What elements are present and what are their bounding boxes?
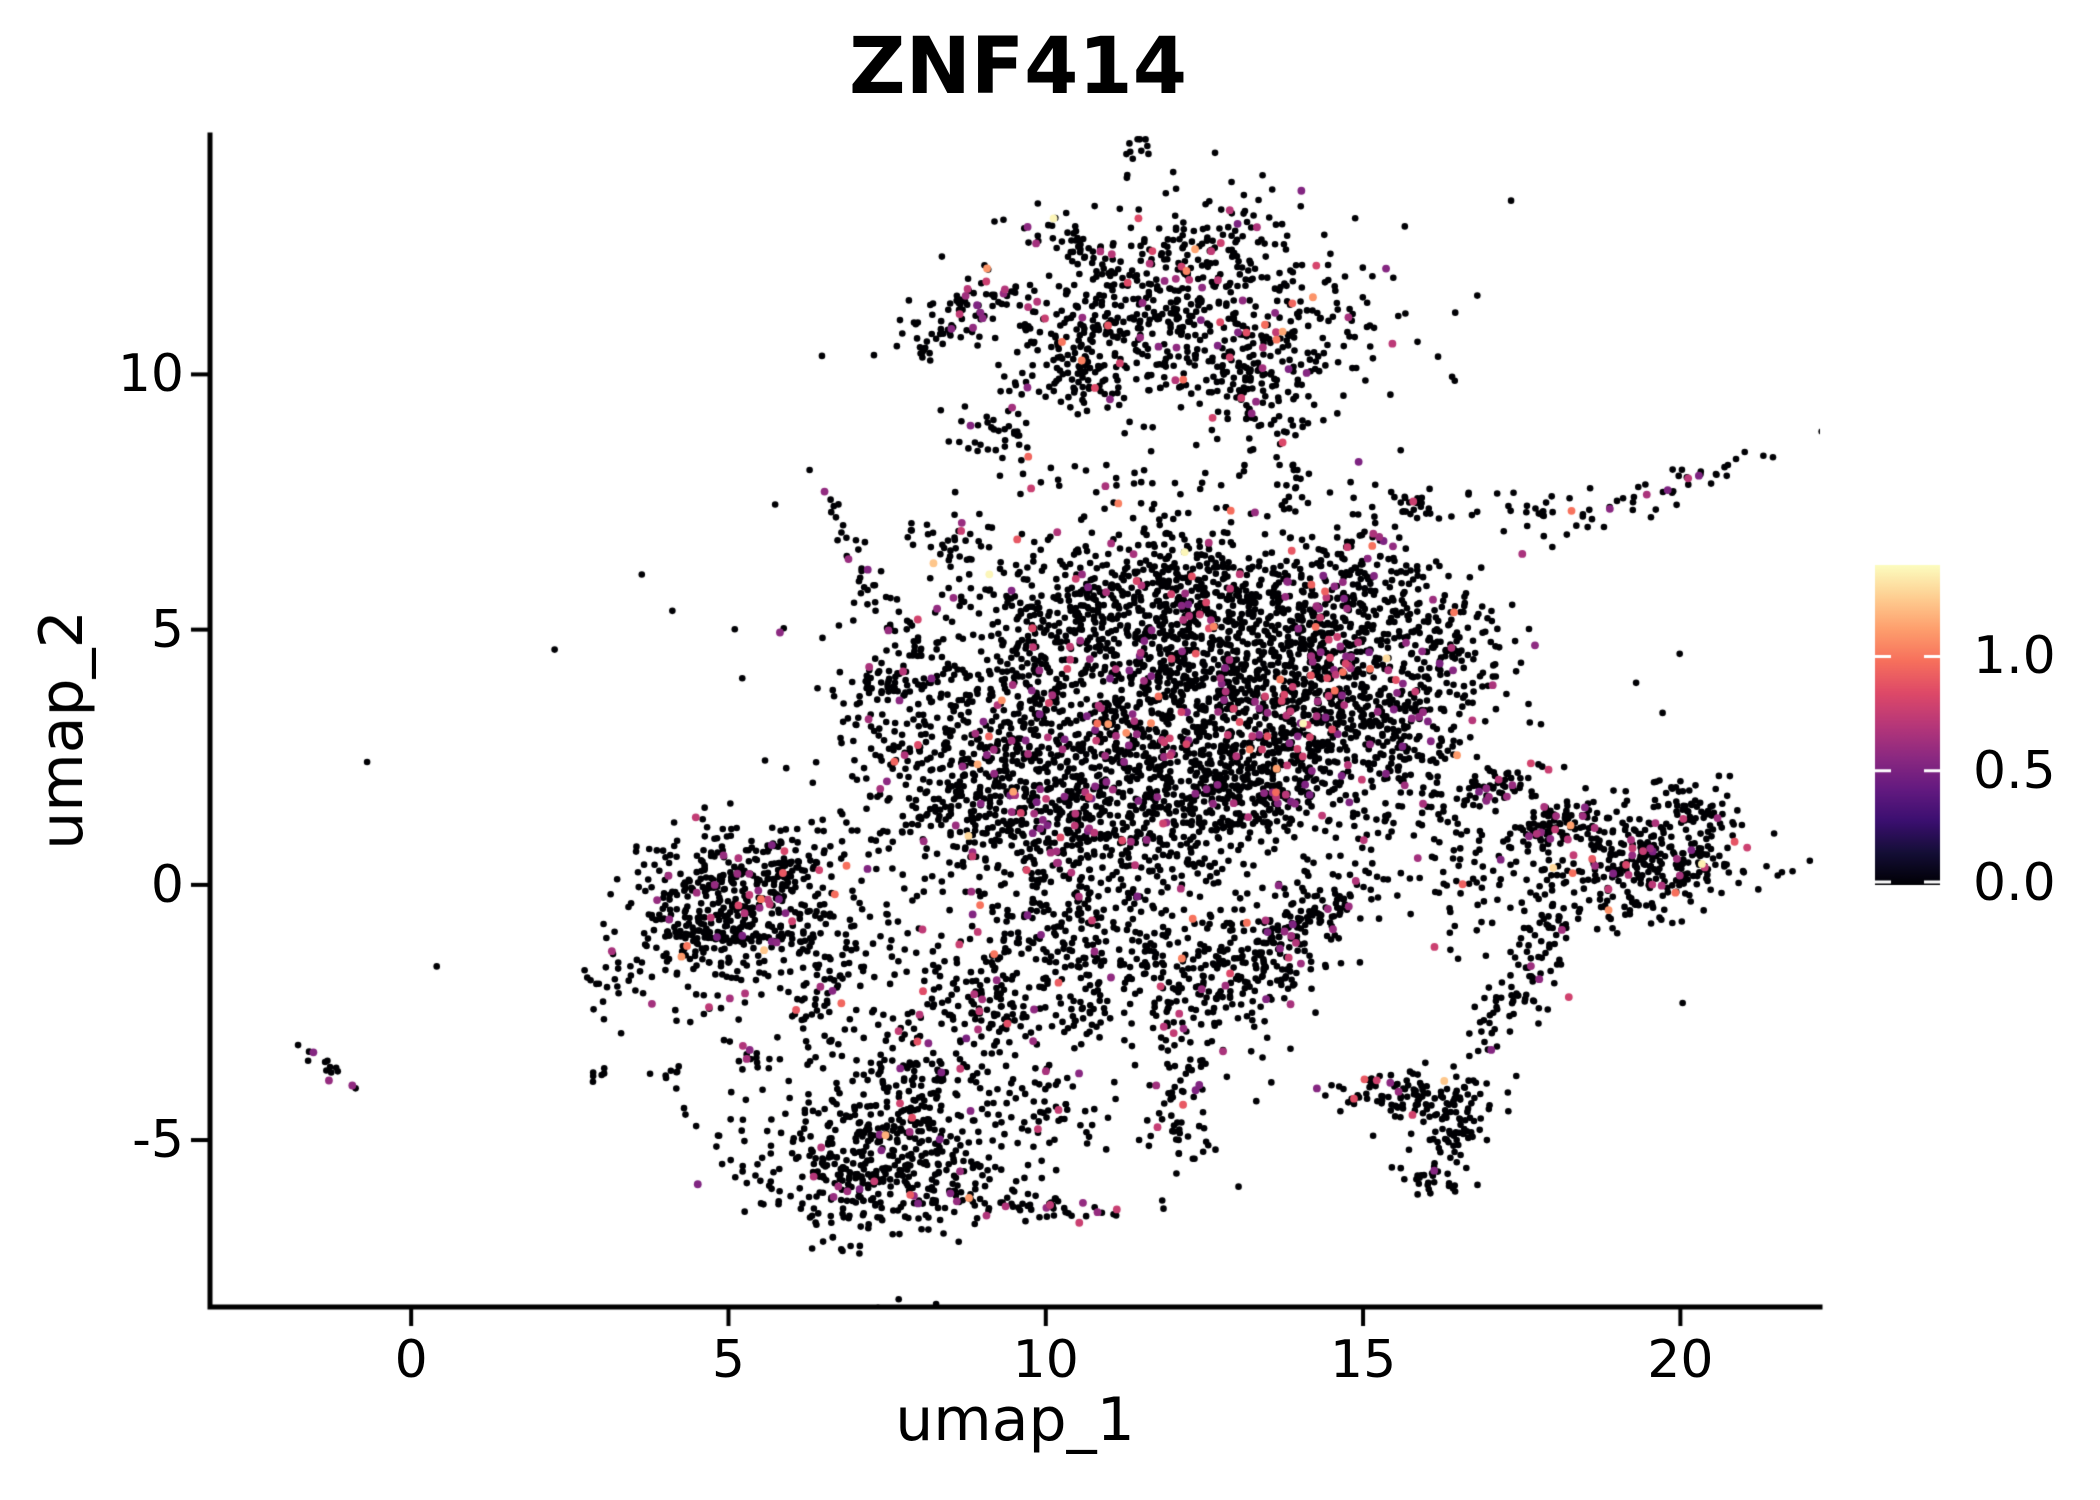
x-tick-label: 15: [1329, 1330, 1397, 1390]
x-tick-label: 10: [1012, 1330, 1079, 1390]
plot-title: ZNF414: [849, 22, 1187, 112]
y-tick-label: 5: [150, 599, 184, 660]
colorbar-tick-label: 0.5: [1973, 740, 2056, 801]
y-tick-label: 0: [150, 854, 184, 915]
y-tick-label: -5: [132, 1110, 184, 1171]
colorbar-tick-label: 0.0: [1973, 853, 2056, 913]
x-tick-label: 20: [1647, 1330, 1714, 1390]
y-tick-label: 10: [117, 344, 184, 405]
x-tick-label: 5: [711, 1330, 746, 1390]
x-tick-label: 0: [394, 1330, 428, 1390]
x-axis-label: umap_1: [895, 1385, 1135, 1455]
colorbar-tick-label: 1.0: [1973, 626, 2056, 687]
